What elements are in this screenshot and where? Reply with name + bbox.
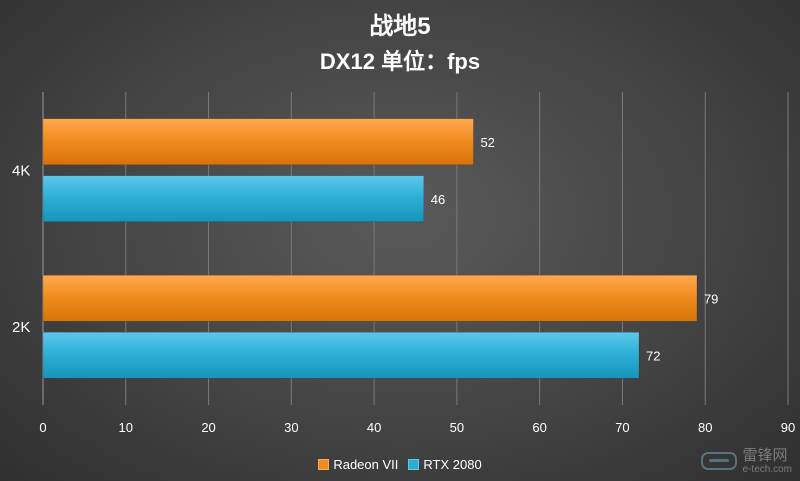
x-tick-label-0: 0	[39, 420, 46, 435]
y-category-label-1: 2K	[12, 319, 30, 336]
legend-item-rtx: RTX 2080	[408, 457, 482, 472]
x-tick-label-30: 30	[284, 420, 298, 435]
x-tick-label-10: 10	[119, 420, 133, 435]
x-tick-label-40: 40	[367, 420, 381, 435]
watermark-name: 雷锋网	[742, 446, 788, 464]
data-label-4k-series1: 46	[431, 192, 445, 207]
chart-subtitle: DX12 单位：fps	[319, 49, 481, 74]
data-label-4k-series0: 52	[480, 135, 494, 150]
legend-label-radeon: Radeon VII	[333, 457, 399, 472]
watermark: 雷锋网 e-tech.com	[700, 446, 792, 475]
x-tick-label-90: 90	[781, 420, 795, 435]
bar-4k-series1	[42, 175, 425, 222]
data-label-2k-series1: 72	[646, 348, 660, 363]
watermark-logo-icon	[700, 452, 737, 471]
data-label-2k-series0: 79	[704, 291, 718, 306]
watermark-domain: e-tech.com	[742, 464, 792, 475]
x-tick-label-50: 50	[450, 420, 464, 435]
bar-2k-series1	[42, 332, 640, 379]
bar-4k-series0	[42, 118, 474, 165]
x-tick-label-70: 70	[615, 420, 629, 435]
legend-item-radeon: Radeon VII	[318, 457, 398, 472]
bar-2k-series0	[42, 275, 698, 322]
legend-label-rtx: RTX 2080	[423, 457, 482, 472]
legend-swatch-radeon	[318, 459, 330, 470]
y-category-label-0: 4K	[12, 162, 30, 179]
x-tick-label-60: 60	[532, 420, 546, 435]
chart-title: 战地5	[369, 13, 431, 40]
x-tick-label-20: 20	[201, 420, 215, 435]
legend-swatch-rtx	[408, 459, 420, 470]
x-tick-label-80: 80	[698, 420, 712, 435]
chart-legend: Radeon VII RTX 2080	[0, 457, 800, 472]
